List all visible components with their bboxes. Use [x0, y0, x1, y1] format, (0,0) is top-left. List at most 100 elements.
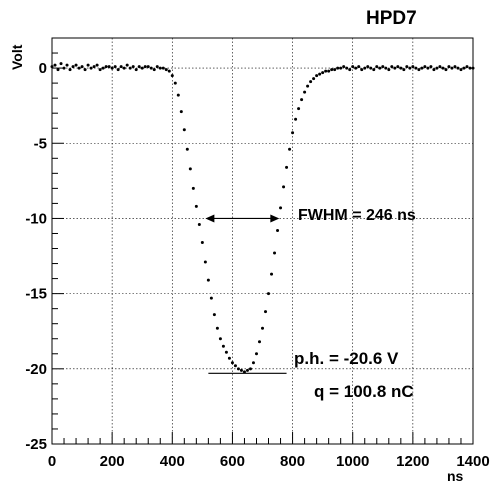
data-point [149, 66, 153, 70]
data-point [297, 107, 301, 111]
x-tick-label: 0 [48, 453, 56, 470]
data-point [459, 68, 463, 72]
data-point [312, 77, 316, 81]
data-point [197, 222, 201, 226]
annotations: FWHM = 246 ns p.h. = -20.6 V q = 100.8 n… [205, 207, 416, 401]
data-point [333, 68, 337, 72]
data-point [170, 74, 174, 78]
data-point [306, 84, 310, 88]
data-point [158, 66, 162, 70]
data-point [261, 326, 264, 330]
data-point [68, 68, 72, 72]
data-point [242, 370, 246, 374]
data-point [164, 68, 168, 72]
data-point [456, 66, 460, 70]
data-point [414, 66, 418, 70]
data-point [300, 98, 304, 102]
data-point [104, 65, 108, 69]
data-point [248, 367, 252, 371]
data-point [218, 337, 222, 341]
data-point [125, 63, 129, 67]
data-point [381, 65, 385, 69]
data-point [107, 65, 111, 69]
data-point [119, 65, 123, 69]
data-point [405, 65, 409, 69]
data-point [167, 69, 171, 73]
data-points [50, 62, 475, 374]
data-point [342, 65, 346, 69]
data-point [98, 68, 102, 72]
data-point [267, 292, 271, 296]
x-tick-label: 600 [220, 453, 245, 470]
data-point [137, 65, 141, 69]
data-point [360, 68, 364, 72]
data-point [215, 326, 219, 330]
data-point [402, 68, 406, 72]
data-point [291, 131, 295, 135]
data-point [336, 66, 340, 70]
data-point [191, 186, 195, 190]
data-point [254, 352, 258, 356]
data-point [74, 63, 78, 67]
data-point [345, 66, 349, 70]
data-point [426, 66, 430, 70]
data-point [468, 66, 472, 70]
grid-lines [52, 38, 473, 444]
data-point [318, 72, 322, 76]
data-point [239, 368, 243, 372]
data-point [128, 66, 132, 70]
data-point [134, 68, 138, 72]
fwhm-arrowhead-right [270, 214, 280, 223]
y-tick-label: 0 [39, 60, 47, 77]
data-point [363, 66, 367, 70]
data-point [101, 66, 105, 70]
data-point [264, 310, 268, 314]
data-point [77, 66, 81, 70]
data-point [155, 65, 159, 69]
data-point [450, 66, 454, 70]
data-point [294, 117, 298, 121]
data-point [444, 68, 448, 72]
data-point [462, 66, 466, 70]
x-tick-labels: 0 200 400 600 800 1000 1200 1400 [48, 453, 490, 470]
x-tick-label: 400 [160, 453, 185, 470]
data-point [65, 63, 69, 67]
data-point [315, 74, 319, 78]
axis-ticks [51, 52, 474, 445]
x-tick-label: 200 [100, 453, 125, 470]
data-point [270, 272, 274, 276]
data-point [59, 62, 63, 66]
data-point [203, 260, 207, 264]
data-point [384, 66, 388, 70]
fwhm-label: FWHM = 246 ns [298, 207, 416, 224]
data-point [89, 66, 93, 70]
data-point [375, 65, 379, 69]
data-point [387, 68, 391, 72]
data-point [309, 80, 313, 84]
data-point [453, 65, 457, 69]
data-point [233, 364, 237, 368]
data-point [417, 68, 421, 72]
data-point [245, 368, 249, 372]
data-point [188, 167, 192, 171]
data-point [423, 65, 427, 69]
data-point [372, 68, 376, 72]
data-point [110, 66, 114, 70]
y-tick-label: -25 [25, 436, 47, 453]
y-tick-label: -10 [25, 210, 47, 227]
data-point [143, 65, 147, 69]
data-point [116, 68, 120, 72]
data-point [83, 68, 87, 72]
data-point [122, 66, 126, 70]
plot-frame [51, 37, 474, 445]
fwhm-arrowhead-left [205, 214, 215, 223]
data-point [92, 65, 96, 69]
charge-label: q = 100.8 nC [314, 382, 414, 401]
x-tick-label: 1200 [396, 453, 429, 470]
data-point [447, 65, 451, 69]
chart-title: HPD7 [366, 8, 417, 29]
data-point [420, 66, 424, 70]
data-point [303, 90, 307, 94]
y-tick-labels: 0 -5 -10 -15 -20 -25 [25, 60, 47, 453]
